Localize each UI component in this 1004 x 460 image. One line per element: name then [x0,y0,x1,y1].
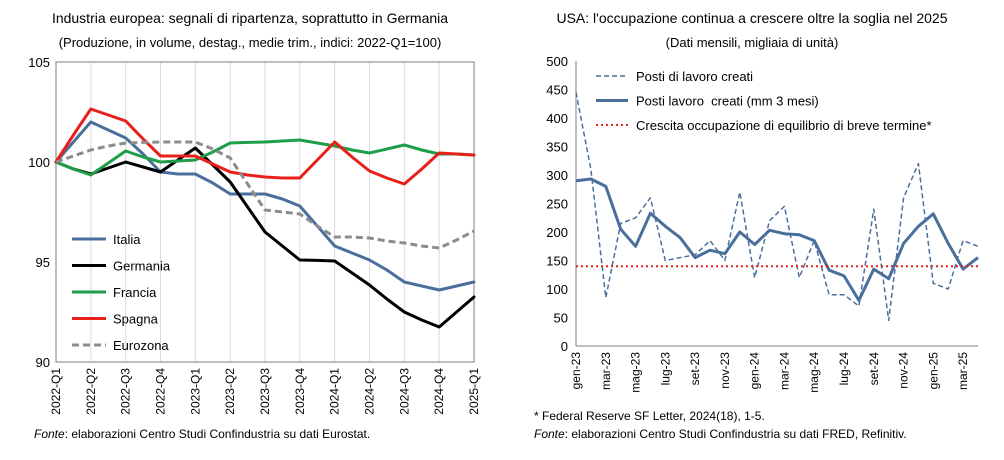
y-tick-label: 95 [36,255,50,270]
x-tick-label: 2023-Q1 [188,368,202,415]
x-tick-label: 2022-Q2 [84,368,98,415]
x-tick-label: gen-23 [569,352,583,390]
legend-label-posti-lavoro-creati-mm-3-mesi: Posti lavoro creati (mm 3 mesi) [636,94,819,109]
left-chart-subtitle: (Produzione, in volume, destag., medie t… [58,35,442,50]
left-chart-svg: 90 95 100 105 2022-Q1 2022-Q2 2022-Q3 2022-Q4 20… [28,55,481,415]
right-chart-footnote: * Federal Reserve SF Letter, 2024(18), 1… [534,409,765,423]
x-tick-label: mar-23 [599,352,613,390]
right-source-text: : elaborazioni Centro Studi Confindustri… [564,427,907,441]
x-tick-label: 2024-Q2 [363,368,377,415]
legend-label-francia: Francia [113,285,157,300]
y-tick-label: 0 [561,339,568,354]
x-tick-label: 2024-Q4 [432,368,446,415]
x-tick-label: mar-24 [777,352,791,390]
right-source-label: Fonte [534,427,565,441]
legend-label-spagna: Spagna [113,312,159,327]
x-tick-label: set-24 [867,352,881,386]
series-line-eurozona [55,140,475,250]
x-tick-label: gen-25 [926,352,940,390]
right-chart-subtitle: (Dati mensili, migliaia di unità) [665,35,839,50]
right-chart-svg: 0 50 100 150 200 250 300 350 400 450 500 gen-23 mar-… [546,54,979,393]
x-tick-label: nov-23 [718,352,732,389]
y-tick-label: 150 [546,254,568,269]
x-tick-label: set-23 [688,352,702,386]
x-tick-label: 2023-Q4 [293,368,307,415]
left-chart-title: Industria europea: segnali di ripartenza… [51,10,449,26]
x-tick-label: 2022-Q1 [49,368,63,415]
legend-label-posti-di-lavoro-creati: Posti di lavoro creati [636,69,753,84]
legend-label-germania: Germania [113,259,171,274]
legend-label-eurozona: Eurozona [113,338,169,353]
x-tick-label: mag-24 [807,352,821,393]
series-line-italia [54,120,476,292]
x-tick-label: mar-25 [956,352,970,390]
y-tick-label: 105 [28,55,50,70]
x-tick-label: lug-24 [837,352,851,386]
right-chart-panel: USA: l'occupazione continua a crescere o… [500,0,1004,460]
x-tick-label: lug-23 [658,352,672,386]
series-line-germania [54,146,476,329]
y-tick-label: 300 [546,168,568,183]
left-chart-panel: Industria europea: segnali di ripartenza… [0,0,500,460]
y-tick-label: 500 [546,54,568,69]
y-tick-label: 350 [546,140,568,155]
x-tick-label: 2022-Q4 [154,368,168,415]
y-tick-label: 250 [546,197,568,212]
series-line-spagna [54,107,476,186]
y-tick-label: 200 [546,225,568,240]
x-tick-label: gen-24 [748,352,762,390]
y-tick-label: 50 [554,311,568,326]
legend-label-crescita-occupazione-di-equilibrio-di-breve-termine: Crescita occupazione di equilibrio di br… [636,118,932,133]
right-chart-source: Fonte: elaborazioni Centro Studi Confind… [534,427,907,441]
x-tick-label: nov-24 [897,352,911,389]
y-tick-label: 90 [36,355,50,370]
x-tick-label: 2022-Q3 [119,368,133,415]
y-tick-label: 450 [546,83,568,98]
right-chart-title: USA: l'occupazione continua a crescere o… [556,10,948,26]
left-source-label: Fonte [34,427,65,441]
left-source-text: : elaborazioni Centro Studi Confindustri… [64,427,371,441]
series-line-francia [54,138,476,177]
y-tick-label: 100 [546,282,568,297]
x-tick-label: mag-23 [629,352,643,393]
series-line-posti-di-lavoro-creati [575,92,979,322]
y-tick-label: 100 [28,155,50,170]
x-tick-label: 2024-Q3 [397,368,411,415]
y-tick-label: 400 [546,111,568,126]
plot-frame [55,61,475,363]
x-tick-label: 2023-Q3 [258,368,272,415]
legend-label-italia: Italia [113,232,141,247]
x-tick-label: 2024-Q1 [328,368,342,415]
left-chart-source: Fonte: elaborazioni Centro Studi Confind… [34,427,370,441]
x-tick-label: 2023-Q2 [223,368,237,415]
x-tick-label: 2025-Q1 [467,368,481,415]
series-line-posti-lavoro-creati-mm-3-mesi [575,177,979,302]
